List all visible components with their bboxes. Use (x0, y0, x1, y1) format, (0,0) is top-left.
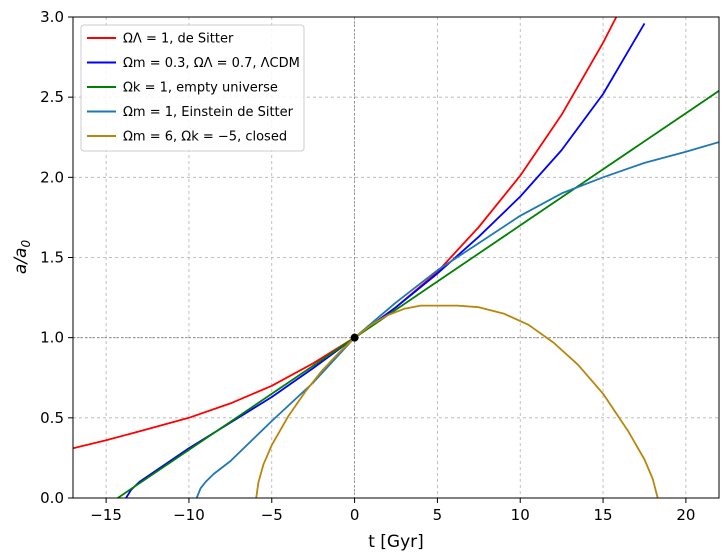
x-tick-label: −10 (173, 506, 205, 524)
x-tick-label: 5 (433, 506, 443, 524)
legend-label: Ωm = 1, Einstein de Sitter (123, 105, 294, 120)
series-line (125, 22, 646, 498)
y-tick-label: 0.0 (40, 489, 64, 507)
y-tick-label: 0.5 (40, 409, 64, 427)
x-axis-label: t [Gyr] (368, 532, 424, 552)
x-tick-label: −5 (261, 506, 283, 524)
series-line (117, 90, 719, 498)
legend-label: ΩΛ = 1, de Sitter (123, 32, 234, 47)
x-tick-label: 10 (511, 506, 530, 524)
x-tick-label: 20 (676, 506, 695, 524)
y-tick-label: 2.0 (40, 168, 64, 186)
series-line (195, 141, 719, 498)
legend-box (80, 24, 305, 152)
y-tick-label: 3.0 (40, 8, 64, 26)
series-line (255, 304, 659, 498)
y-axis-label: a/a0 (11, 240, 33, 275)
legend: ΩΛ = 1, de Sitter Ωm = 0.3, ΩΛ = 0.7, ΛCD… (80, 24, 305, 152)
legend-label: Ωk = 1, empty universe (123, 81, 278, 96)
x-tick-label: −15 (90, 506, 122, 524)
present-day-marker (350, 333, 359, 342)
x-tick-label: 0 (350, 506, 360, 524)
y-tick-label: 1.0 (40, 329, 64, 347)
y-tick-label: 2.5 (40, 88, 64, 106)
y-tick-label: 1.5 (40, 249, 64, 267)
legend-label: Ωm = 0.3, ΩΛ = 0.7, ΛCDM (123, 56, 300, 71)
x-tick-label: 15 (594, 506, 613, 524)
legend-label: Ωm = 6, Ωk = −5, closed (123, 130, 287, 145)
